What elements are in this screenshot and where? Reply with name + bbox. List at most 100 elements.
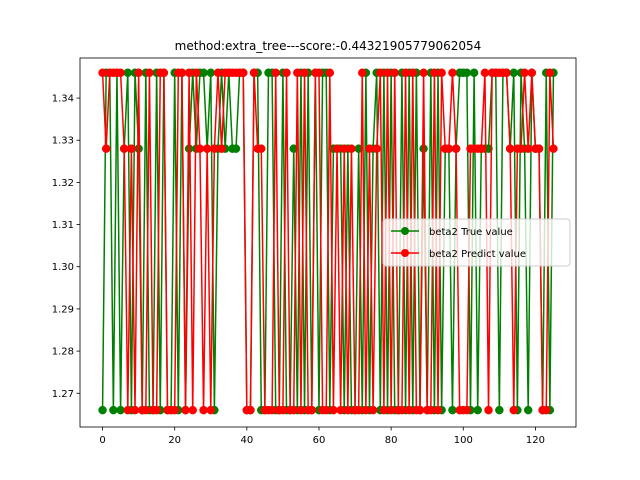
data-point: [195, 144, 205, 153]
y-tick-label: 1.27: [52, 389, 74, 400]
data-point: [509, 68, 519, 78]
data-point: [329, 405, 338, 415]
y-tick-label: 1.32: [52, 178, 74, 189]
data-point: [119, 144, 129, 153]
data-point: [170, 405, 179, 415]
data-point: [527, 68, 537, 78]
data-point: [462, 68, 472, 78]
data-point: [419, 144, 428, 153]
data-point: [368, 405, 378, 415]
data-point: [477, 144, 486, 153]
data-point: [296, 405, 306, 415]
data-point: [408, 68, 418, 78]
data-point: [145, 68, 154, 78]
data-point: [271, 68, 280, 78]
y-tick-label: 1.29: [52, 304, 74, 315]
series-1: [98, 68, 558, 415]
data-point: [549, 144, 558, 153]
data-point: [365, 144, 374, 153]
data-point: [376, 68, 385, 78]
data-point: [123, 405, 133, 415]
data-point: [354, 405, 363, 415]
data-point: [123, 68, 133, 78]
legend-label: beta2 True value: [429, 227, 513, 238]
y-tick-label: 1.31: [52, 220, 74, 231]
data-point: [199, 68, 208, 78]
data-point: [300, 68, 309, 78]
data-point: [415, 405, 425, 415]
y-tick-label: 1.33: [52, 136, 74, 147]
data-point: [217, 144, 226, 153]
data-point: [206, 405, 216, 415]
data-point: [307, 405, 317, 415]
data-point: [430, 68, 439, 78]
y-tick-label: 1.30: [52, 262, 74, 273]
data-point: [109, 405, 118, 415]
axes: 0 20 40 60 80 100 120 1.27 1.28 1.29 1.30 1.31 1.32 1…: [52, 57, 577, 446]
data-point: [545, 68, 555, 78]
data-point: [505, 144, 515, 153]
data-point: [134, 144, 143, 153]
data-point: [372, 144, 381, 153]
data-point: [206, 68, 216, 78]
data-point: [358, 68, 367, 78]
data-point: [267, 405, 277, 415]
data-point: [347, 144, 356, 153]
data-point: [379, 405, 389, 415]
data-point: [152, 405, 161, 415]
data-point: [520, 68, 529, 78]
data-point: [101, 144, 111, 153]
data-point: [192, 68, 201, 78]
data-point: [390, 68, 399, 78]
data-point: [448, 68, 457, 78]
data-point: [469, 68, 479, 78]
data-point: [98, 68, 107, 78]
data-point: [184, 68, 194, 78]
data-point: [386, 405, 396, 415]
data-point: [98, 405, 107, 415]
data-point: [130, 405, 140, 415]
data-point: [419, 68, 428, 78]
data-point: [188, 405, 197, 415]
legend: beta2 True value beta2 Predict value: [382, 218, 571, 267]
data-point: [451, 144, 461, 153]
data-point: [199, 405, 208, 415]
data-point: [116, 405, 125, 415]
data-point: [484, 405, 493, 415]
data-point: [495, 405, 504, 415]
data-point: [184, 144, 194, 153]
data-point: [257, 144, 266, 153]
data-point: [534, 144, 544, 153]
data-point: [437, 68, 446, 78]
data-point: [523, 405, 533, 415]
data-point: [332, 144, 342, 153]
legend-label: beta2 Predict value: [429, 249, 526, 260]
x-tick-label: 0: [99, 435, 105, 446]
data-point: [289, 405, 298, 415]
legend-marker: [401, 249, 409, 257]
x-tick-label: 100: [454, 435, 473, 446]
data-point: [181, 405, 190, 415]
y-tick-label: 1.34: [52, 94, 74, 105]
data-point: [282, 68, 291, 78]
plot-area: [98, 68, 558, 415]
data-point: [321, 405, 331, 415]
data-point: [502, 68, 511, 78]
data-point: [426, 405, 436, 415]
data-point: [509, 405, 519, 415]
data-point: [238, 68, 248, 78]
x-tick-label: 40: [240, 435, 253, 446]
data-point: [339, 144, 349, 153]
data-point: [249, 68, 259, 78]
data-point: [293, 68, 302, 78]
x-tick-label: 20: [168, 435, 181, 446]
data-point: [523, 144, 533, 153]
data-point: [159, 68, 169, 78]
chart-title: method:extra_tree---score:-0.44321905779…: [175, 39, 482, 53]
data-point: [462, 405, 472, 415]
data-point: [516, 144, 526, 153]
data-point: [383, 68, 392, 78]
x-tick-label: 80: [385, 435, 398, 446]
data-point: [444, 144, 454, 153]
data-point: [404, 405, 414, 415]
